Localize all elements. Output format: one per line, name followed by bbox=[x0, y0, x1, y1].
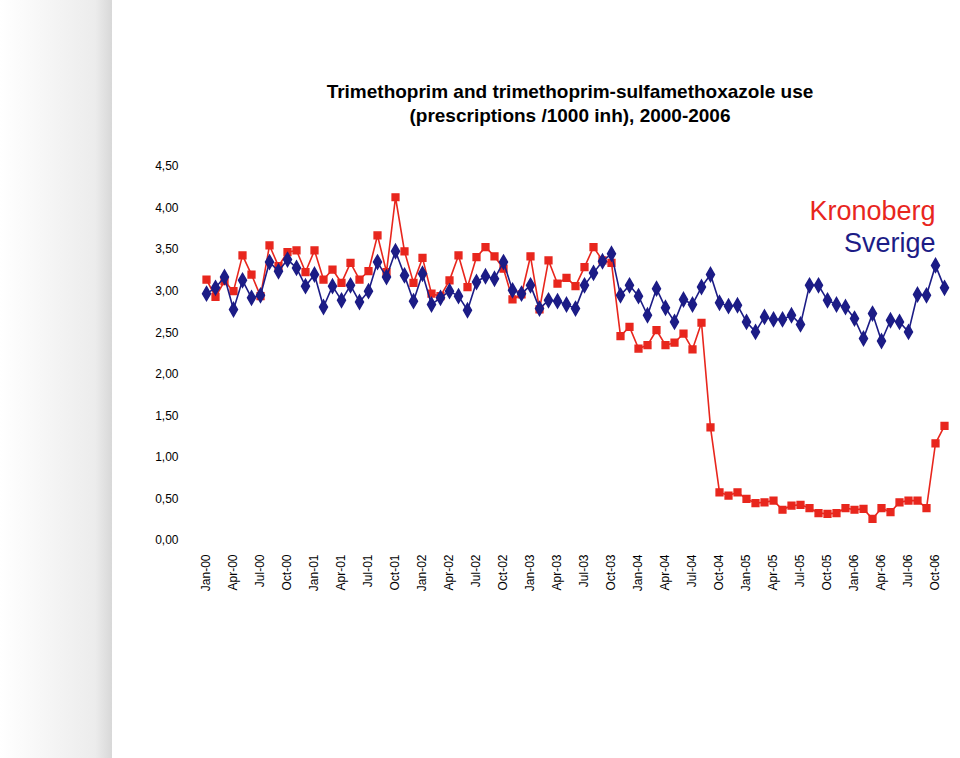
svg-text:Jan-00: Jan-00 bbox=[199, 554, 213, 591]
svg-text:Apr-05: Apr-05 bbox=[766, 554, 780, 590]
svg-text:Jan-06: Jan-06 bbox=[847, 554, 861, 591]
svg-text:Apr-04: Apr-04 bbox=[658, 554, 672, 590]
svg-text:Jul-03: Jul-03 bbox=[577, 554, 591, 587]
svg-text:Jul-05: Jul-05 bbox=[793, 554, 807, 587]
svg-text:0,00: 0,00 bbox=[155, 533, 179, 547]
svg-text:3,00: 3,00 bbox=[155, 284, 179, 298]
html-text:Trimethoprim and trimethoprim-: Trimethoprim and trimethoprim-sulfametho… bbox=[326, 81, 814, 102]
svg-text:0,50: 0,50 bbox=[155, 492, 179, 506]
svg-text:Jan-01: Jan-01 bbox=[307, 554, 321, 591]
svg-text:1,00: 1,00 bbox=[155, 450, 179, 464]
svg-text:Oct-02: Oct-02 bbox=[496, 554, 510, 590]
svg-text:Oct-00: Oct-00 bbox=[280, 554, 294, 590]
svg-text:Jul-06: Jul-06 bbox=[901, 554, 915, 587]
svg-text:Jan-03: Jan-03 bbox=[523, 554, 537, 591]
svg-text:Oct-05: Oct-05 bbox=[820, 554, 834, 590]
svg-text:Kronoberg: Kronoberg bbox=[809, 196, 935, 226]
svg-text:Jul-02: Jul-02 bbox=[469, 554, 483, 587]
svg-text:Oct-06: Oct-06 bbox=[928, 554, 942, 590]
svg-text:Oct-04: Oct-04 bbox=[712, 554, 726, 590]
svg-text:Sverige: Sverige bbox=[844, 228, 936, 258]
svg-text:4,50: 4,50 bbox=[155, 159, 179, 173]
svg-text:Apr-06: Apr-06 bbox=[874, 554, 888, 590]
svg-text:1,50: 1,50 bbox=[155, 409, 179, 423]
svg-text:2,50: 2,50 bbox=[155, 326, 179, 340]
svg-text:Jan-02: Jan-02 bbox=[415, 554, 429, 591]
svg-text:Jan-05: Jan-05 bbox=[739, 554, 753, 591]
svg-text:4,00: 4,00 bbox=[155, 201, 179, 215]
svg-text:Apr-02: Apr-02 bbox=[442, 554, 456, 590]
svg-text:Apr-00: Apr-00 bbox=[226, 554, 240, 590]
svg-text:3,50: 3,50 bbox=[155, 242, 179, 256]
html-text:(prescriptions /1000 inh), 200: (prescriptions /1000 inh), 2000-2006 bbox=[409, 105, 731, 126]
svg-text:Jul-01: Jul-01 bbox=[361, 554, 375, 587]
svg-text:Jan-04: Jan-04 bbox=[631, 554, 645, 591]
svg-text:Oct-01: Oct-01 bbox=[388, 554, 402, 590]
svg-text:Apr-03: Apr-03 bbox=[550, 554, 564, 590]
svg-text:Jul-00: Jul-00 bbox=[253, 554, 267, 587]
svg-text:2,00: 2,00 bbox=[155, 367, 179, 381]
svg-text:Apr-01: Apr-01 bbox=[334, 554, 348, 590]
svg-text:Jul-04: Jul-04 bbox=[685, 554, 699, 587]
svg-text:Oct-03: Oct-03 bbox=[604, 554, 618, 590]
